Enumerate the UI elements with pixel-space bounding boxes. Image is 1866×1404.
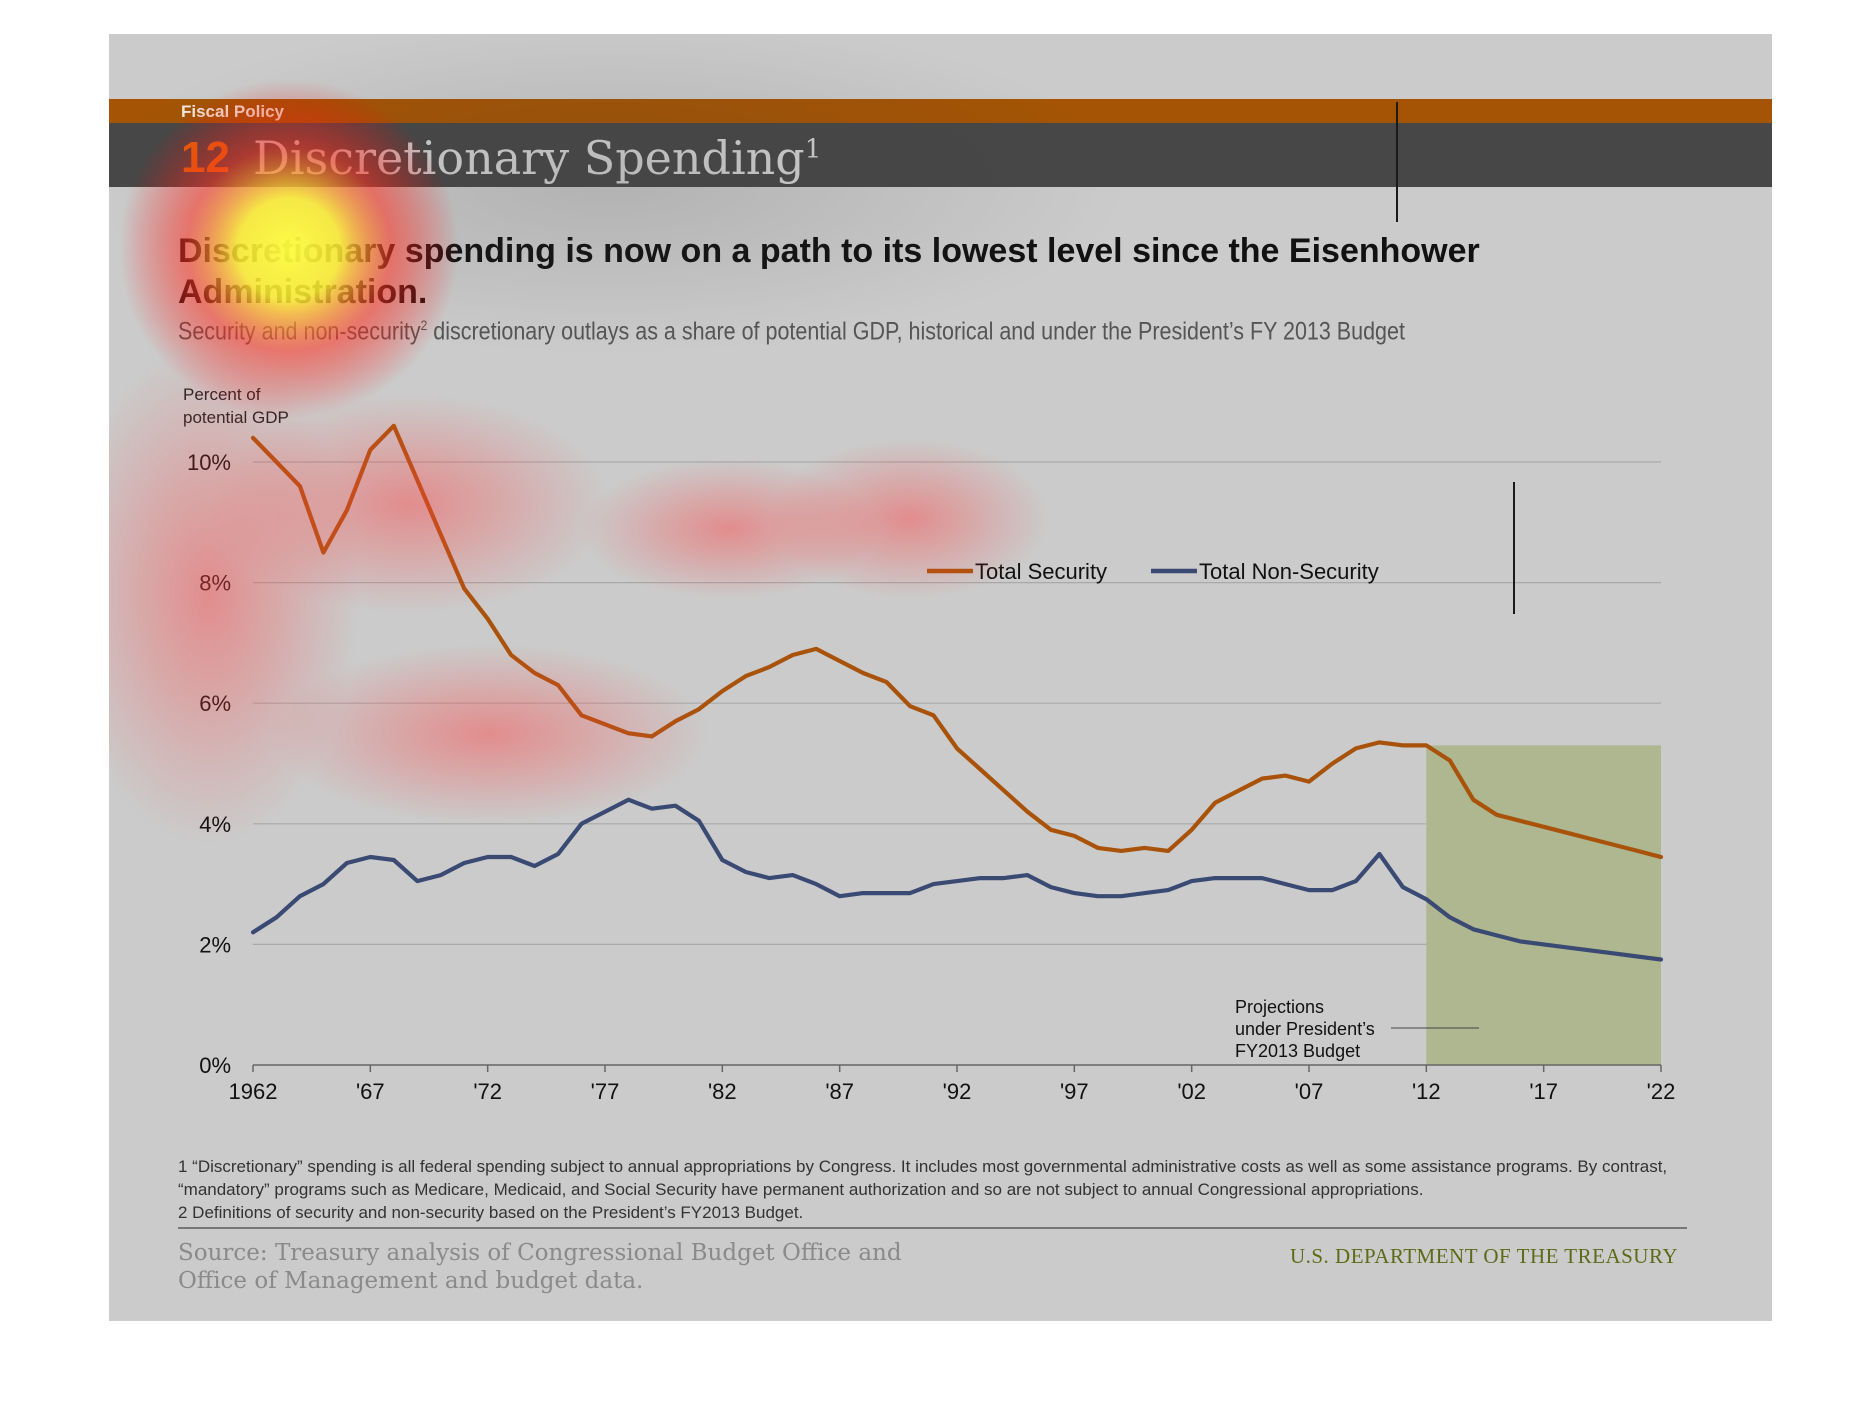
source-note: Source: Treasury analysis of Congression… bbox=[178, 1240, 902, 1294]
y-tick-labels: 0% 2% 4% 6% 8% 10% bbox=[187, 450, 231, 1078]
projection-label-line-2: FY2013 Budget bbox=[1235, 1041, 1360, 1061]
projection-label-line-0: Projections bbox=[1235, 997, 1324, 1017]
x-tick-labels: 1962 '67 '72 '77 '82 '87 '92 '97 '02 '07 '12 '17 '22 bbox=[229, 1079, 1676, 1104]
legend: Total Security Total Non-Security bbox=[927, 559, 1379, 584]
divider-line bbox=[1396, 102, 1398, 222]
legend-label-1: Total Non-Security bbox=[1199, 559, 1379, 584]
x-tick-label-4: '82 bbox=[708, 1079, 737, 1104]
x-tick-label-11: '17 bbox=[1529, 1079, 1558, 1104]
x-tick-label-0: 1962 bbox=[229, 1079, 278, 1104]
footnote-1: 1 “Discretionary” spending is all federa… bbox=[178, 1157, 1668, 1199]
x-tick-label-12: '22 bbox=[1647, 1079, 1676, 1104]
series-line-0 bbox=[250, 423, 1664, 860]
x-tick-label-9: '07 bbox=[1295, 1079, 1324, 1104]
series-lines bbox=[250, 423, 1664, 962]
x-tick-label-10: '12 bbox=[1412, 1079, 1441, 1104]
y-axis-label-line-1: potential GDP bbox=[183, 408, 289, 427]
y-tick-label-4: 8% bbox=[199, 571, 231, 596]
y-tick-label-3: 6% bbox=[199, 691, 231, 716]
x-tick-label-1: '67 bbox=[356, 1079, 385, 1104]
y-tick-label-0: 0% bbox=[199, 1053, 231, 1078]
line-chart: 0% 2% 4% 6% 8% 10% 1962 '67 '72 '77 '82 '87 '92 '97 '… bbox=[183, 385, 1676, 1104]
y-axis-label-line-0: Percent of bbox=[183, 385, 261, 404]
series-line-1 bbox=[250, 797, 1664, 962]
axes bbox=[252, 1064, 1662, 1072]
x-tick-label-6: '92 bbox=[943, 1079, 972, 1104]
footnote-2: 2 Definitions of security and non-securi… bbox=[178, 1203, 804, 1222]
y-tick-label-1: 2% bbox=[199, 932, 231, 957]
legend-label-0: Total Security bbox=[975, 559, 1107, 584]
x-tick-label-8: '02 bbox=[1177, 1079, 1206, 1104]
agency-name: U.S. DEPARTMENT OF THE TREASURY bbox=[1289, 1244, 1678, 1268]
y-tick-label-5: 10% bbox=[187, 450, 231, 475]
x-tick-label-3: '77 bbox=[591, 1079, 620, 1104]
x-tick-label-5: '87 bbox=[825, 1079, 854, 1104]
footnotes: 1 “Discretionary” spending is all federa… bbox=[178, 1155, 1698, 1224]
slide: Fiscal Policy 12 Discretionary Spending1… bbox=[109, 34, 1772, 1321]
y-tick-label-2: 4% bbox=[199, 812, 231, 837]
footer-rule bbox=[178, 1227, 1687, 1229]
y-axis-label: Percent of potential GDP bbox=[183, 385, 289, 427]
x-tick-label-7: '97 bbox=[1060, 1079, 1089, 1104]
x-tick-label-2: '72 bbox=[473, 1079, 502, 1104]
projection-region bbox=[1426, 745, 1661, 1065]
projection-label-line-1: under President’s bbox=[1235, 1019, 1375, 1039]
